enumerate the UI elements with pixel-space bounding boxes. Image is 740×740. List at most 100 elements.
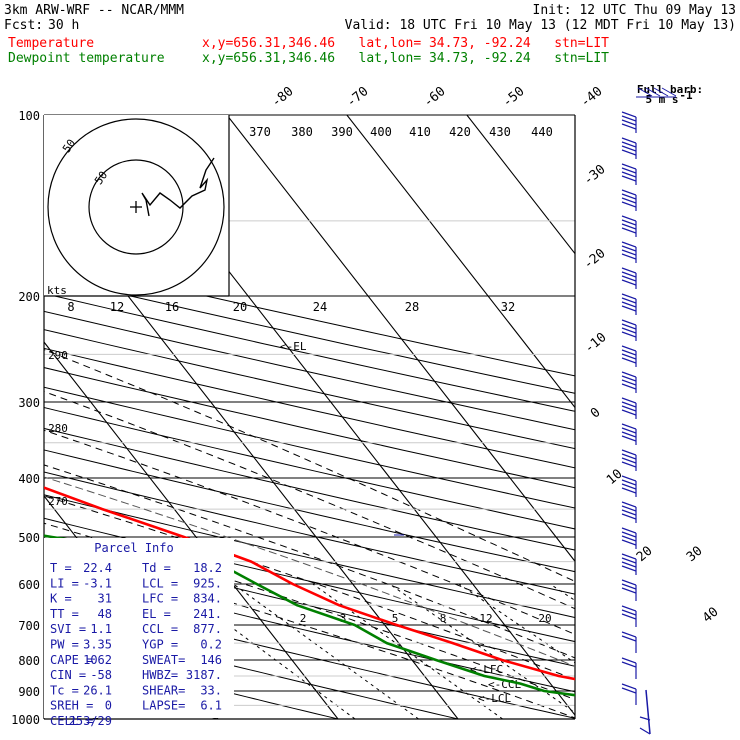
wind-barb-flag bbox=[621, 431, 637, 438]
wind-barb-flag bbox=[621, 553, 637, 560]
wind-barb-flag bbox=[621, 565, 637, 572]
barb-legend-sample bbox=[637, 87, 653, 97]
wind-barb-flag bbox=[621, 435, 637, 442]
parcel-field-value: 18.2 bbox=[193, 561, 222, 575]
theta-label: 280 bbox=[48, 422, 68, 435]
moist-adiabat-line bbox=[44, 391, 575, 610]
theta-e-tick-label: 370 bbox=[249, 125, 271, 139]
wind-barb-flag bbox=[621, 193, 637, 200]
wind-barb-flag bbox=[621, 375, 637, 382]
mixing-ratio-label: 12 bbox=[479, 612, 492, 625]
wind-barb-flag bbox=[621, 249, 637, 256]
parcel-path bbox=[44, 476, 575, 667]
valid-time: Valid: 18 UTC Fri 10 May 13 (12 MDT Fri … bbox=[344, 18, 736, 33]
hodograph-trace bbox=[141, 157, 215, 217]
isotherm-line bbox=[226, 115, 575, 563]
isotherm-tick-label: -30 bbox=[581, 162, 609, 189]
parcel-info-title: Parcel Info bbox=[94, 541, 173, 555]
wind-barb-flag bbox=[621, 423, 637, 430]
isotherm-tick-label: -40 bbox=[578, 84, 606, 111]
parcel-field-value: 22.4 bbox=[83, 561, 112, 575]
wind-barb-flag bbox=[621, 501, 637, 508]
theta-e-tick-label: 430 bbox=[489, 125, 511, 139]
parcel-field-value: 925. bbox=[193, 576, 222, 590]
theta-e-tick-label: 410 bbox=[409, 125, 431, 139]
parcel-field-label: T = bbox=[50, 561, 72, 575]
temperature-profile bbox=[44, 486, 575, 681]
wind-barb-flag bbox=[621, 539, 637, 546]
wind-barb-flag bbox=[621, 145, 637, 152]
speed-tick-label: 24 bbox=[313, 300, 327, 314]
wind-barb-flag bbox=[621, 111, 637, 118]
pressure-tick-label: 100 bbox=[18, 109, 40, 123]
wind-barb-flag bbox=[621, 605, 637, 612]
parcel-field-label: LAPSE= bbox=[142, 699, 185, 713]
isotherm-tick-label: 30 bbox=[684, 544, 706, 566]
wind-barb-flag bbox=[621, 479, 637, 486]
wind-barb-flag bbox=[621, 405, 637, 412]
moist-adiabat-line bbox=[44, 349, 575, 582]
parcel-field-label: SHEAR= bbox=[142, 683, 185, 697]
model-title: 3km ARW-WRF -- NCAR/MMM bbox=[4, 3, 185, 18]
barb-legend-sample bbox=[661, 87, 677, 97]
pressure-tick-label: 600 bbox=[18, 578, 40, 592]
wind-barb-flag bbox=[621, 345, 637, 352]
parcel-field-value: 31 bbox=[98, 592, 112, 606]
wind-barb-flag bbox=[621, 557, 637, 564]
isotherm-tick-label: 40 bbox=[700, 605, 722, 627]
wind-barb-flag bbox=[621, 683, 637, 690]
mixing-ratio-line bbox=[172, 583, 356, 719]
wind-barb-flag bbox=[621, 353, 637, 360]
wind-barb-flag bbox=[621, 245, 637, 252]
wind-barb-flag bbox=[621, 657, 637, 664]
wind-barb-flag bbox=[621, 535, 637, 542]
wind-barb-flag bbox=[621, 197, 637, 204]
mixing-ratio-label: 20 bbox=[538, 612, 551, 625]
wind-barb-flag bbox=[621, 527, 637, 534]
pressure-tick-label: 300 bbox=[18, 396, 40, 410]
parcel-field-label: LFC = bbox=[142, 592, 178, 606]
barb-legend-units: 5 m s bbox=[645, 93, 678, 106]
wind-barb-flag bbox=[621, 149, 637, 156]
parcel-field-value: 48 bbox=[98, 607, 112, 621]
speed-tick-label: 12 bbox=[110, 300, 124, 314]
wind-barb-flag bbox=[621, 175, 637, 182]
wind-barb-flag bbox=[621, 201, 637, 208]
theta-label: 270 bbox=[48, 495, 68, 508]
wind-barb-flag bbox=[621, 631, 637, 638]
wind-barb-flag bbox=[621, 461, 637, 468]
parcel-field-label: HWBZ= bbox=[142, 668, 178, 682]
wind-barb-flag bbox=[621, 123, 637, 130]
wind-barb-flag bbox=[621, 427, 637, 434]
wind-barb-flag bbox=[621, 241, 637, 248]
mixing-ratio-line bbox=[458, 583, 575, 664]
parcel-field-value: 6.1 bbox=[200, 699, 222, 713]
isotherm-tick-label: 20 bbox=[634, 544, 656, 566]
parcel-field-label: CIN = bbox=[50, 668, 86, 682]
wind-barb-flag bbox=[621, 687, 637, 694]
wind-barb-flag bbox=[621, 483, 637, 490]
barb-legend-sample bbox=[645, 87, 661, 97]
wind-barb-flag bbox=[621, 609, 637, 616]
parcel-field-label: CELL = bbox=[50, 714, 93, 728]
wind-barb-flag bbox=[621, 561, 637, 568]
parcel-field-value: 26.1 bbox=[83, 683, 112, 697]
parcel-field-label: TT = bbox=[50, 607, 79, 621]
moist-adiabat-line bbox=[44, 464, 575, 659]
parcel-field-label: Td = bbox=[142, 561, 171, 575]
wind-barb-flag bbox=[621, 275, 637, 282]
parcel-field-value: 3.35 bbox=[83, 638, 112, 652]
speed-tick-label: 8 bbox=[67, 300, 74, 314]
wind-barb-flag bbox=[621, 635, 637, 642]
wind-barb-flag bbox=[621, 267, 637, 274]
parcel-field-label: LI = bbox=[50, 576, 79, 590]
wind-barb-flag bbox=[621, 223, 637, 230]
wind-barb-flag bbox=[621, 305, 637, 312]
wind-barb-flag bbox=[621, 579, 637, 586]
wind-barb-flag bbox=[621, 397, 637, 404]
parcel-field-value: 241. bbox=[193, 607, 222, 621]
wind-barb-flag bbox=[621, 661, 637, 668]
wind-barb-flag bbox=[621, 171, 637, 178]
wind-barb-flag bbox=[621, 409, 637, 416]
